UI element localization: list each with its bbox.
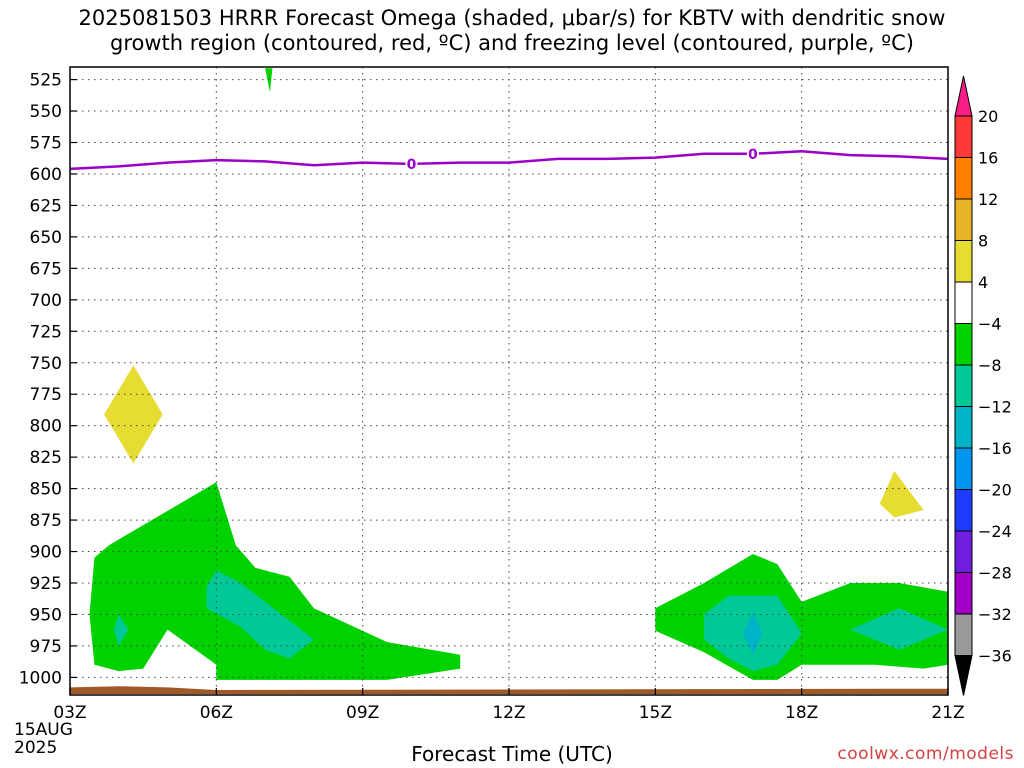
- omega-region-1: [879, 471, 924, 518]
- colorbar-label-2: 12: [978, 190, 998, 209]
- colorbar-swatch-12: [954, 572, 973, 615]
- ytick-label-875: 875: [30, 511, 62, 531]
- ytick-label-525: 525: [30, 71, 62, 91]
- colorbar-swatch-2: [954, 157, 973, 200]
- x-axis-title: Forecast Time (UTC): [411, 742, 613, 766]
- ytick-label-600: 600: [30, 165, 62, 185]
- ytick-label-675: 675: [30, 259, 62, 279]
- ytick-label-750: 750: [30, 354, 62, 374]
- ytick-label-950: 950: [30, 605, 62, 625]
- colorbar-top-arrow: [954, 75, 973, 117]
- colorbar-label-7: −12: [978, 398, 1012, 417]
- xtick-label-15Z: 15Z: [639, 703, 672, 723]
- source-credit: coolwx.com/models: [837, 744, 1014, 764]
- ytick-label-700: 700: [30, 291, 62, 311]
- xtick-label-18Z: 18Z: [785, 703, 818, 723]
- colorbar-swatch-9: [954, 447, 973, 490]
- xtick-label-06Z: 06Z: [200, 703, 233, 723]
- colorbar-label-9: −20: [978, 481, 1012, 500]
- contour-label-bg: [746, 145, 759, 162]
- ytick-label-650: 650: [30, 228, 62, 248]
- colorbar-swatch-6: [954, 323, 973, 366]
- title-line-2: growth region (contoured, red, ºC) and f…: [110, 31, 914, 55]
- xtick-label-21Z: 21Z: [931, 703, 964, 723]
- xtick-label-09Z: 09Z: [346, 703, 379, 723]
- ytick-label-975: 975: [30, 637, 62, 657]
- freezing-level-label: 0: [407, 157, 417, 173]
- ytick-label-550: 550: [30, 102, 62, 122]
- omega-region-2: [265, 68, 273, 93]
- omega-region-5: [206, 570, 314, 659]
- colorbar-swatch-1: [954, 115, 973, 158]
- colorbar-label-11: −28: [978, 564, 1012, 583]
- chart-title: 2025081503 HRRR Forecast Omega (shaded, …: [0, 6, 1024, 56]
- xtick-label-03Z: 03Z: [53, 703, 86, 723]
- colorbar-label-10: −24: [978, 522, 1012, 541]
- colorbar-label-4: 4: [978, 273, 988, 292]
- ytick-label-800: 800: [30, 417, 62, 437]
- date-day: 15AUG: [14, 720, 73, 740]
- ytick-label-925: 925: [30, 574, 62, 594]
- ytick-label-850: 850: [30, 480, 62, 500]
- date-year: 2025: [14, 738, 58, 758]
- omega-region-0: [104, 365, 163, 464]
- freezing-level-line: [69, 150, 949, 171]
- ytick-label-625: 625: [30, 196, 62, 216]
- colorbar-label-1: 16: [978, 149, 998, 168]
- omega-region-9: [743, 611, 763, 655]
- colorbar-bottom-arrow: [954, 655, 973, 696]
- colorbar-label-8: −16: [978, 439, 1012, 458]
- plot-frame: [69, 66, 949, 696]
- omega-region-3: [89, 482, 461, 680]
- contour-label-bg: [405, 155, 418, 172]
- ytick-label-1000: 1000: [19, 668, 62, 688]
- ytick-label-825: 825: [30, 448, 62, 468]
- colorbar-swatch-4: [954, 240, 973, 283]
- colorbar-swatch-8: [954, 406, 973, 449]
- colorbar-swatch-3: [954, 198, 973, 241]
- omega-region-7: [113, 614, 129, 646]
- colorbar-swatch-13: [954, 613, 973, 656]
- colorbar-label-3: 8: [978, 232, 988, 251]
- colorbar-swatch-10: [954, 489, 973, 532]
- freezing-level-label: 0: [748, 147, 758, 163]
- colorbar-label-0: 20: [978, 107, 998, 126]
- colorbar-label-13: −36: [978, 647, 1012, 666]
- ytick-label-725: 725: [30, 322, 62, 342]
- omega-region-8: [850, 608, 948, 650]
- colorbar-label-5: −4: [978, 315, 1002, 334]
- colorbar-swatch-11: [954, 530, 973, 573]
- xtick-label-12Z: 12Z: [492, 703, 525, 723]
- date-label: 15AUG 2025: [14, 721, 73, 757]
- ytick-label-775: 775: [30, 385, 62, 405]
- ytick-label-900: 900: [30, 543, 62, 563]
- colorbar-swatch-7: [954, 364, 973, 407]
- colorbar-label-12: −32: [978, 605, 1012, 624]
- colorbar-label-6: −8: [978, 356, 1002, 375]
- colorbar-swatch-5: [954, 281, 973, 324]
- title-line-1: 2025081503 HRRR Forecast Omega (shaded, …: [78, 6, 946, 30]
- ytick-label-575: 575: [30, 134, 62, 154]
